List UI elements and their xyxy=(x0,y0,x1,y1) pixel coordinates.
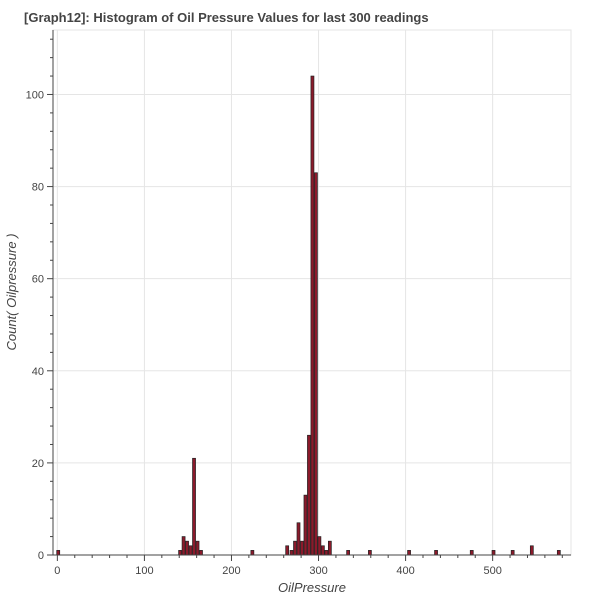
histogram-bar xyxy=(293,540,297,556)
x-tick-label: 400 xyxy=(396,565,414,577)
y-tick-label: 40 xyxy=(32,366,44,378)
y-tick-label: 0 xyxy=(38,550,44,562)
histogram-bar xyxy=(434,550,438,556)
histogram-bar xyxy=(314,172,318,556)
histogram-bar xyxy=(317,536,322,556)
histogram-bar xyxy=(327,540,332,556)
histogram-bar xyxy=(296,522,301,556)
histogram-bar xyxy=(469,550,474,556)
histogram-bar xyxy=(181,536,186,556)
x-tick-label: 300 xyxy=(309,565,327,577)
chart-title: [Graph12]: Histogram of Oil Pressure Val… xyxy=(24,10,429,25)
histogram-bar xyxy=(285,545,290,556)
histogram-bar xyxy=(307,434,311,556)
y-axis-label: Count( Oilpressure ) xyxy=(4,233,19,350)
histogram-bar xyxy=(324,550,329,556)
histogram-bar xyxy=(346,550,350,556)
histogram-bar xyxy=(407,550,411,556)
histogram-bar xyxy=(199,550,203,556)
histogram-bar xyxy=(289,550,294,556)
histogram-bar xyxy=(321,545,325,556)
x-axis-label: OilPressure xyxy=(278,580,346,595)
histogram-bar xyxy=(178,550,182,556)
histogram-bar xyxy=(188,545,193,556)
x-tick-label: 100 xyxy=(135,565,153,577)
histogram-bar xyxy=(185,540,189,556)
histogram-bars xyxy=(56,75,561,556)
histogram-bar xyxy=(195,540,200,556)
x-tick-label: 500 xyxy=(483,565,501,577)
x-tick-label: 200 xyxy=(222,565,240,577)
histogram-bar xyxy=(300,540,304,556)
x-axis-ticks: 0 100 200 300 400 500 xyxy=(54,555,563,577)
histogram-bar xyxy=(491,550,496,556)
histogram-bar xyxy=(303,494,308,556)
histogram-bar xyxy=(192,457,196,556)
y-tick-label: 100 xyxy=(26,89,44,101)
y-tick-label: 20 xyxy=(32,458,44,470)
y-tick-label: 60 xyxy=(32,274,44,286)
histogram-bar xyxy=(368,550,372,556)
histogram-bar xyxy=(250,550,255,556)
histogram-bar xyxy=(56,550,61,556)
histogram-bar xyxy=(556,550,561,556)
y-tick-label: 80 xyxy=(32,182,44,194)
histogram-bar xyxy=(510,550,515,556)
x-tick-label: 0 xyxy=(54,565,60,577)
y-axis-ticks: 0 20 40 60 80 100 xyxy=(26,38,53,562)
histogram-bar xyxy=(529,545,534,556)
histogram-bar xyxy=(310,75,315,556)
